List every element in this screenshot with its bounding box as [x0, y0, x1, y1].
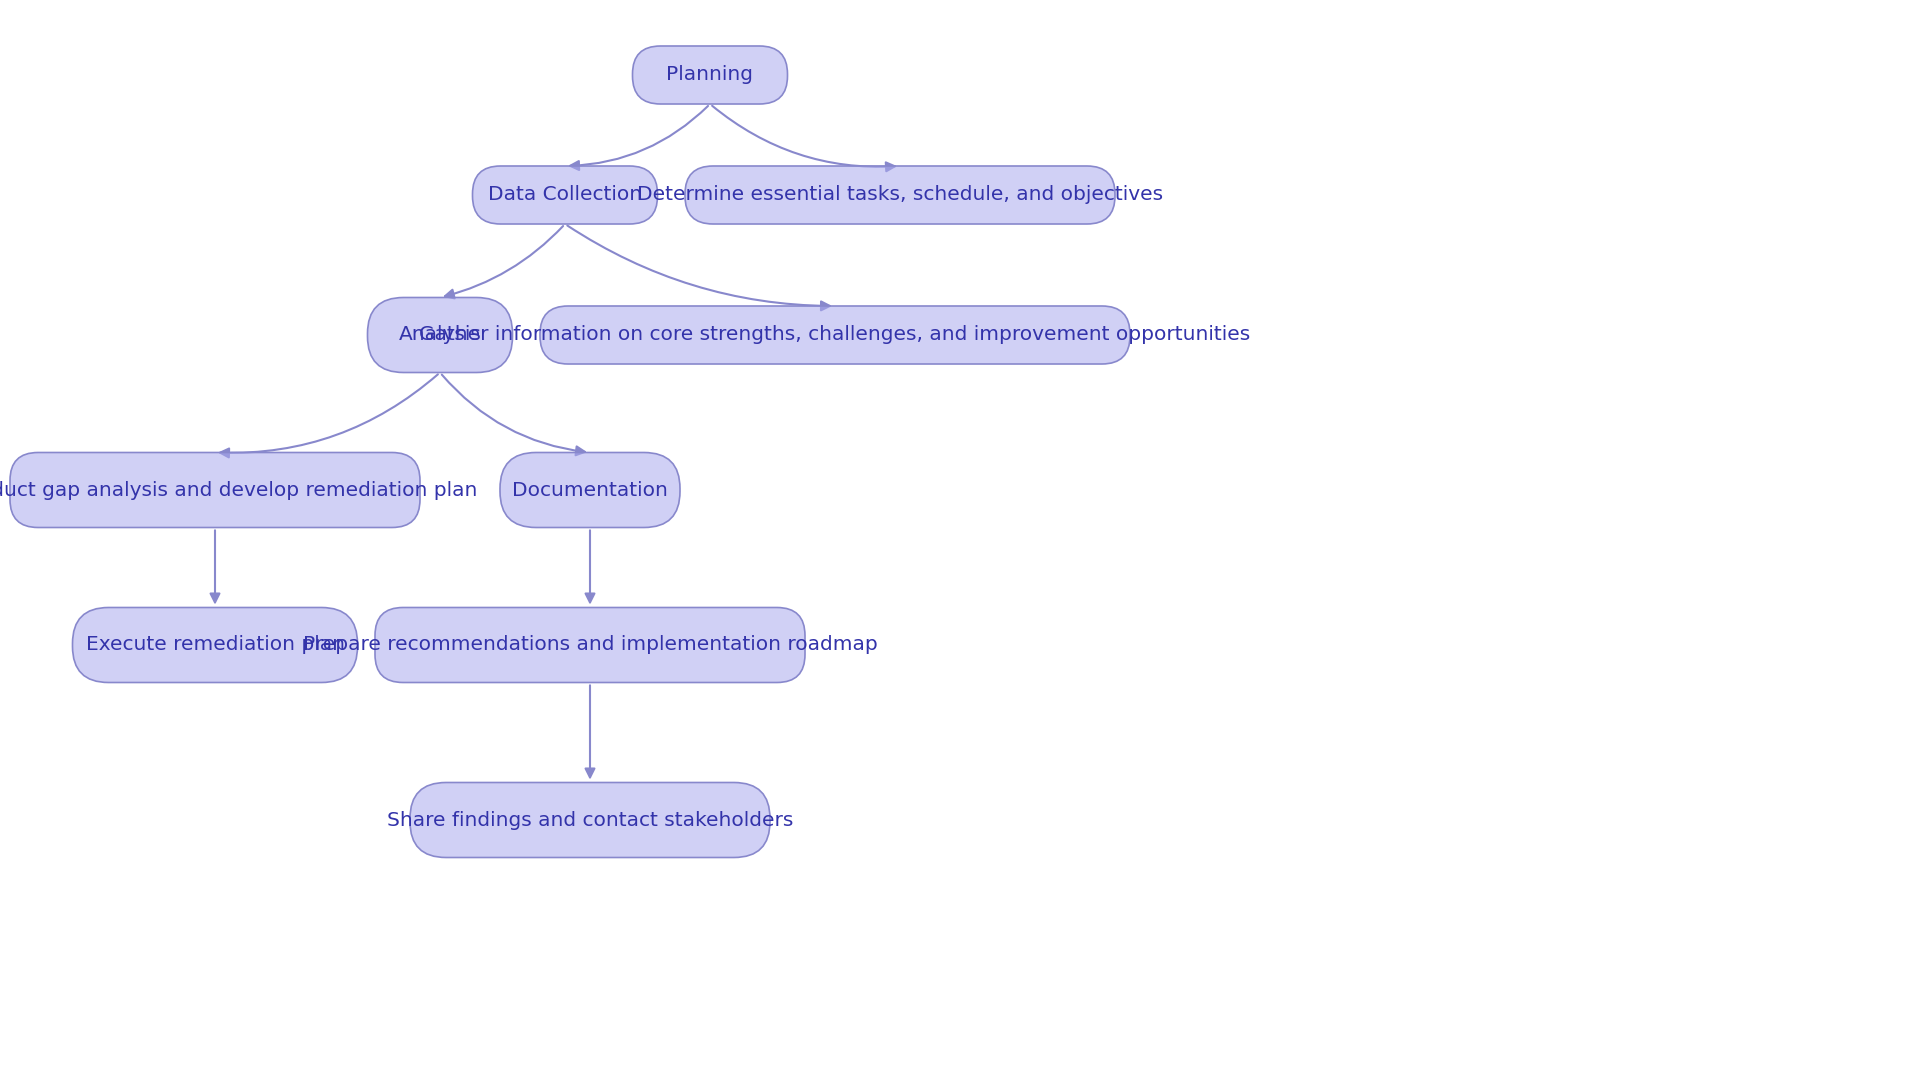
Text: Documentation: Documentation — [513, 481, 668, 499]
FancyBboxPatch shape — [367, 297, 513, 373]
Text: Planning: Planning — [666, 66, 753, 84]
Text: Execute remediation plan: Execute remediation plan — [86, 635, 344, 654]
FancyBboxPatch shape — [540, 306, 1131, 364]
Text: Analysis: Analysis — [399, 325, 482, 345]
FancyBboxPatch shape — [632, 46, 787, 104]
Text: Data Collection: Data Collection — [488, 186, 641, 204]
FancyBboxPatch shape — [685, 166, 1116, 224]
Text: Gather information on core strengths, challenges, and improvement opportunities: Gather information on core strengths, ch… — [419, 325, 1250, 345]
FancyBboxPatch shape — [472, 166, 657, 224]
Text: Determine essential tasks, schedule, and objectives: Determine essential tasks, schedule, and… — [637, 186, 1164, 204]
FancyBboxPatch shape — [10, 453, 420, 527]
FancyBboxPatch shape — [411, 783, 770, 858]
FancyBboxPatch shape — [73, 607, 357, 683]
Text: Prepare recommendations and implementation roadmap: Prepare recommendations and implementati… — [303, 635, 877, 654]
Text: Conduct gap analysis and develop remediation plan: Conduct gap analysis and develop remedia… — [0, 481, 478, 499]
FancyBboxPatch shape — [499, 453, 680, 527]
FancyBboxPatch shape — [374, 607, 804, 683]
Text: Share findings and contact stakeholders: Share findings and contact stakeholders — [386, 810, 793, 829]
